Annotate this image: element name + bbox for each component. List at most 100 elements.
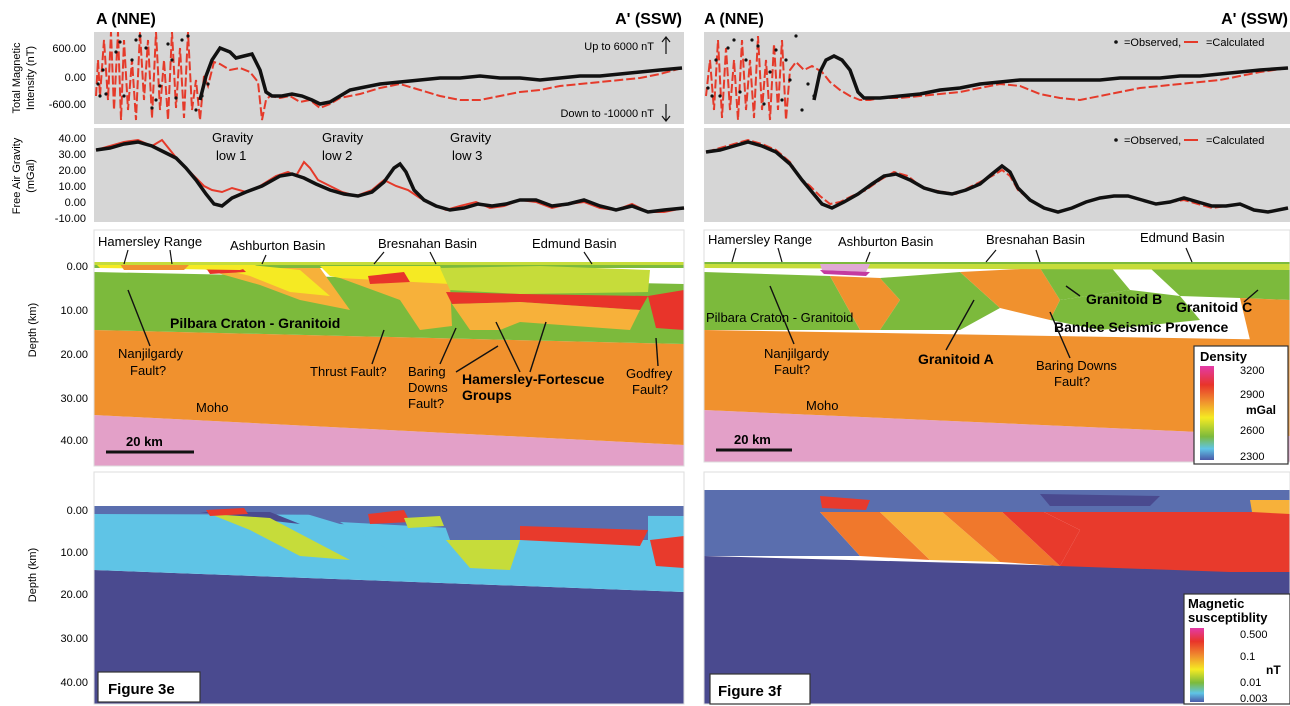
- mag-note-down: Down to -10000 nT: [560, 108, 654, 120]
- depth-tick-left: 40.00: [60, 435, 88, 447]
- depth-tick-left: 0.00: [67, 261, 88, 273]
- grav-axis-label-2-left: (mGal): [25, 159, 37, 193]
- mag-note-up: Up to 6000 nT: [584, 41, 654, 53]
- basin-label-right: Hamersley Range: [708, 232, 812, 247]
- observed-grav-line-right: [705, 140, 1289, 214]
- gravity-low-3-line2: low 3: [452, 148, 482, 163]
- mag-color-ramp: [1190, 628, 1204, 702]
- observed-mag-line-left: [198, 45, 683, 106]
- scale-label-right: 20 km: [734, 432, 771, 447]
- grav-tick-left: 20.00: [58, 165, 86, 177]
- grav-tick-left: 40.00: [58, 133, 86, 145]
- mag-axis-label-1-left: Total Magnetic: [11, 42, 23, 113]
- density-color-ramp: [1200, 366, 1214, 460]
- basin-label-left: Bresnahan Basin: [378, 236, 477, 251]
- basin-label-right: Edmund Basin: [1140, 230, 1225, 245]
- depth-tick-left: 10.00: [60, 305, 88, 317]
- nanjilgardy-label-left: Fault?: [130, 363, 166, 378]
- density-legend-tick: 2600: [1240, 425, 1264, 437]
- mag-depth-tick-left: 20.00: [60, 589, 88, 601]
- baring-downs-label-left: Baring: [408, 364, 446, 379]
- granitoid-c-label: Granitoid C: [1176, 299, 1252, 315]
- hamersley-fortescue-label: Groups: [462, 387, 512, 403]
- legend-calculated-grav: =Calculated: [1206, 135, 1264, 147]
- mag-depth-tick-left: 40.00: [60, 677, 88, 689]
- depth-tick-left: 30.00: [60, 393, 88, 405]
- endpoint-a-left: A (NNE): [96, 11, 156, 28]
- basin-label-right: Bresnahan Basin: [986, 232, 1085, 247]
- figure-label-box-right: [709, 673, 811, 705]
- calculated-mag-line-right: [705, 35, 1289, 121]
- mag-tick-left: -600.00: [49, 99, 86, 111]
- fault-leader-lines-left: [127, 289, 659, 373]
- baring-downs-label-left: Fault?: [408, 396, 444, 411]
- gravity-low-3-line1: Gravity: [450, 130, 492, 145]
- density-legend-unit: mGal: [1246, 403, 1276, 417]
- craton-label-right: Pilbara Craton - Granitoid: [706, 310, 853, 325]
- mag-legend-tick: 0.01: [1240, 677, 1261, 689]
- nanjilgardy-label-right: Nanjilgardy: [764, 346, 830, 361]
- density-section-left: [93, 229, 685, 467]
- observed-legend-dot-mag: [1114, 40, 1118, 44]
- grav-tick-left: 30.00: [58, 149, 86, 161]
- gravity-low-2-line2: low 2: [322, 148, 352, 163]
- mag-axis-label-2-left: Intensity (nT): [25, 46, 37, 110]
- basin-leader-lines-right: [731, 247, 1193, 263]
- density-legend-title: Density: [1200, 349, 1248, 364]
- density-legend-tick: 3200: [1240, 365, 1264, 377]
- figure-label-box-left: [97, 671, 201, 703]
- scale-label-left: 20 km: [126, 434, 163, 449]
- legend-observed-grav: =Observed,: [1124, 135, 1181, 147]
- moho-label-right: Moho: [806, 398, 839, 413]
- leader-lines-right: [769, 285, 1259, 359]
- craton-label-left: Pilbara Craton - Granitoid: [170, 315, 340, 331]
- right-panel: A (NNE) A' (SSW) =Observed, =Calculated …: [703, 11, 1290, 705]
- magnetic-profile-panel-right: [704, 32, 1290, 124]
- gravity-low-1-line1: Gravity: [212, 130, 254, 145]
- basin-label-left: Edmund Basin: [532, 236, 617, 251]
- calculated-mag-line-left: [95, 31, 683, 121]
- endpoint-a-right: A (NNE): [704, 11, 764, 28]
- baring-downs-label-right: Baring Downs: [1036, 358, 1117, 373]
- mag-legend-tick: 0.500: [1240, 629, 1268, 641]
- moho-label-left: Moho: [196, 400, 229, 415]
- observed-mag-line-right: [812, 54, 1289, 101]
- figure-label-left: Figure 3e: [108, 681, 175, 698]
- nanjilgardy-label-left: Nanjilgardy: [118, 346, 184, 361]
- mag-legend-tick: 0.1: [1240, 651, 1255, 663]
- mag-legend-title-2: susceptiblity: [1188, 610, 1268, 625]
- density-legend-tick: 2900: [1240, 389, 1264, 401]
- baring-downs-label-left: Downs: [408, 380, 448, 395]
- depth-axis-label-left: Depth (km): [27, 303, 39, 357]
- mag-legend-unit: nT: [1266, 663, 1281, 677]
- thrust-fault-label: Thrust Fault?: [310, 364, 387, 379]
- mag-tick-left: 600.00: [52, 43, 86, 55]
- endpoint-b-right: A' (SSW): [1221, 11, 1288, 28]
- mag-depth-tick-left: 30.00: [60, 633, 88, 645]
- mag-legend-tick: 0.003: [1240, 693, 1268, 705]
- figure-label-right: Figure 3f: [718, 683, 782, 700]
- granitoid-b-label: Granitoid B: [1086, 291, 1162, 307]
- left-panel: A (NNE) A' (SSW) Total Magnetic Intensit…: [11, 11, 685, 705]
- endpoint-b-left: A' (SSW): [615, 11, 682, 28]
- density-legend-tick: 2300: [1240, 451, 1264, 463]
- mag-section-left: [93, 471, 685, 705]
- observed-legend-dot-grav: [1114, 138, 1118, 142]
- grav-tick-left: -10.00: [55, 213, 86, 225]
- basin-label-right: Ashburton Basin: [838, 234, 933, 249]
- nanjilgardy-label-right: Fault?: [774, 362, 810, 377]
- godfrey-fault-label: Fault?: [632, 382, 668, 397]
- baring-downs-label-right: Fault?: [1054, 374, 1090, 389]
- basin-label-left: Hamersley Range: [98, 234, 202, 249]
- observed-mag-points-right: [706, 34, 816, 112]
- granitoid-a-label: Granitoid A: [918, 351, 994, 367]
- mag-tick-left: 0.00: [65, 72, 86, 84]
- grav-tick-left: 0.00: [65, 197, 86, 209]
- depth-tick-left: 20.00: [60, 349, 88, 361]
- basin-label-left: Ashburton Basin: [230, 238, 325, 253]
- mag-depth-tick-left: 10.00: [60, 547, 88, 559]
- observed-grav-line-left: [95, 140, 685, 214]
- bandee-label: Bandee Seismic Provence: [1054, 319, 1229, 335]
- hamersley-fortescue-label: Hamersley-Fortescue: [462, 371, 605, 387]
